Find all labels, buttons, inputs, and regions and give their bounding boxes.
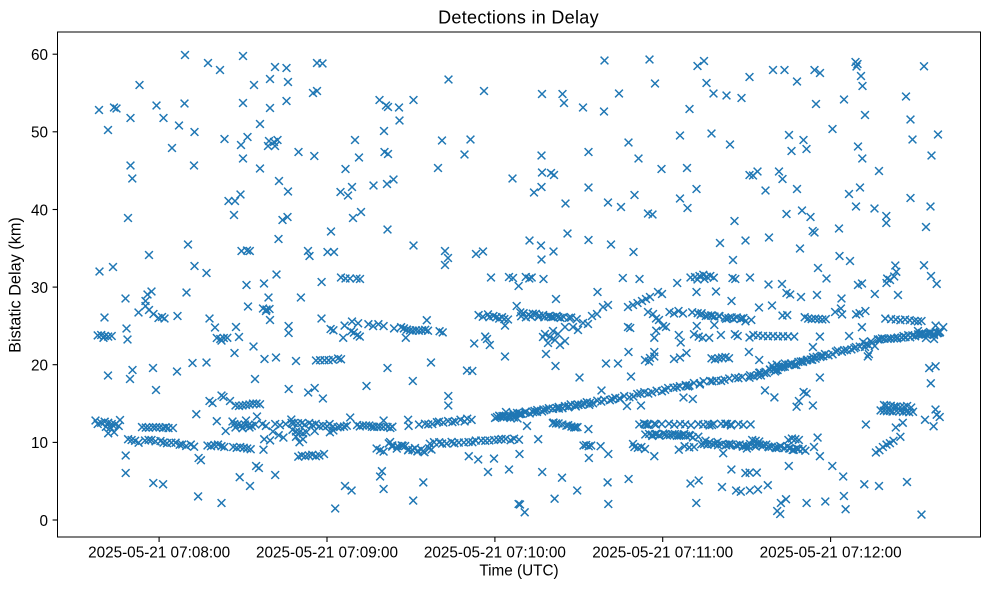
svg-text:60: 60: [31, 47, 48, 64]
svg-text:2025-05-21 07:12:00: 2025-05-21 07:12:00: [760, 545, 902, 562]
svg-text:Detections in Delay: Detections in Delay: [438, 8, 599, 28]
svg-text:Bistatic Delay (km): Bistatic Delay (km): [6, 217, 24, 353]
svg-text:40: 40: [31, 202, 48, 219]
svg-text:10: 10: [31, 435, 48, 452]
svg-text:0: 0: [39, 513, 48, 530]
svg-text:50: 50: [31, 125, 48, 142]
svg-text:2025-05-21 07:11:00: 2025-05-21 07:11:00: [592, 545, 733, 562]
svg-text:2025-05-21 07:09:00: 2025-05-21 07:09:00: [256, 545, 398, 562]
svg-text:Time (UTC): Time (UTC): [479, 563, 558, 580]
svg-text:30: 30: [31, 280, 48, 297]
svg-text:2025-05-21 07:10:00: 2025-05-21 07:10:00: [424, 545, 566, 562]
svg-text:2025-05-21 07:08:00: 2025-05-21 07:08:00: [88, 545, 230, 562]
svg-text:20: 20: [31, 358, 48, 375]
